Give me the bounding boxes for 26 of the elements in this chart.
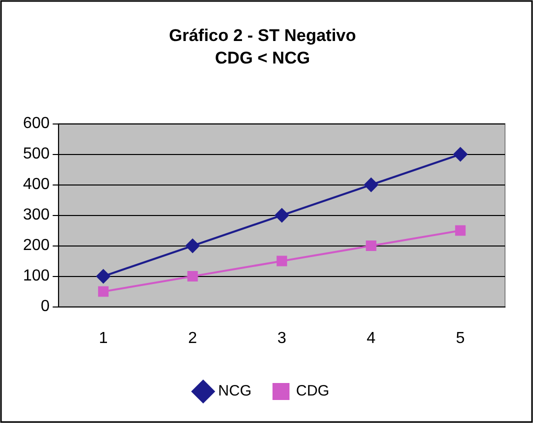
point xyxy=(186,238,200,253)
point xyxy=(96,269,110,284)
point xyxy=(98,286,109,297)
y-tick-label: 0 xyxy=(40,298,50,316)
point xyxy=(453,147,468,162)
x-tick-label: 1 xyxy=(98,330,108,347)
x-tick-label: 2 xyxy=(188,330,198,347)
y-tick-label: 200 xyxy=(22,237,50,254)
chart-title: Gráfico 2 - ST Negativo xyxy=(168,26,356,45)
legend-label: CDG xyxy=(296,382,330,400)
y-tick-label: 300 xyxy=(22,206,50,224)
point xyxy=(366,240,376,252)
x-tick-label: 5 xyxy=(456,330,465,347)
legend-label: NCG xyxy=(218,382,252,400)
x-tick-label: 4 xyxy=(366,330,376,347)
y-tick-label: 400 xyxy=(22,176,50,194)
point xyxy=(274,208,289,222)
point xyxy=(364,178,378,192)
y-tick-label: 500 xyxy=(22,146,50,163)
x-tick-label: 3 xyxy=(277,330,286,347)
chart-subtitle: CDG < NCG xyxy=(215,48,310,68)
y-tick-label: 100 xyxy=(22,268,50,285)
point xyxy=(187,271,198,282)
y-tick-label: 600 xyxy=(22,115,50,132)
point xyxy=(455,225,466,236)
point xyxy=(276,256,288,266)
